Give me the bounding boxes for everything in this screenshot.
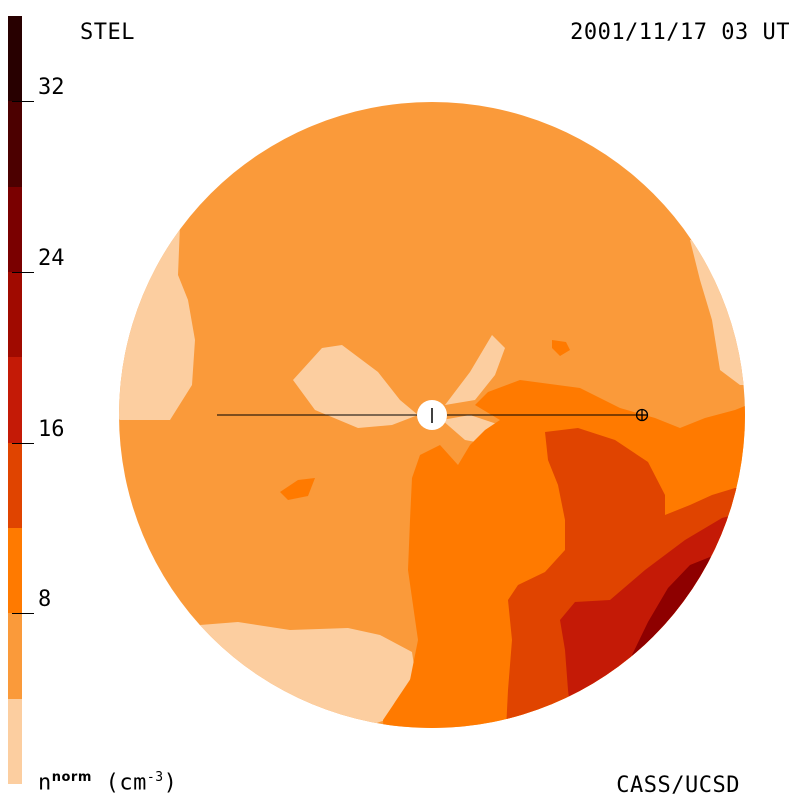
quantity-unit-exponent: -3 [146, 770, 164, 785]
quantity-label: nnorm (cm-3) [38, 770, 177, 795]
quantity-superscript: norm [51, 770, 92, 785]
color-scale-tick [12, 613, 34, 615]
low-density-region-bottom-left [170, 622, 415, 728]
credit-label: CASS/UCSD [616, 773, 740, 798]
enhanced-density-blob-north [552, 340, 570, 356]
color-scale-segment [8, 357, 22, 443]
low-density-region-upper-left [119, 180, 195, 420]
color-scale-tick-label: 24 [38, 246, 65, 271]
low-density-lobe-center-right [445, 335, 505, 405]
color-scale-tick [12, 272, 34, 273]
color-scale-tick-label: 16 [38, 416, 65, 442]
color-scale-tick [12, 101, 34, 103]
earth-icon [635, 408, 649, 422]
color-scale-segment [8, 16, 22, 102]
color-scale-segment [8, 101, 22, 187]
color-scale-bar: 32 24 16 8 [8, 16, 65, 784]
enhanced-density-blob-west [280, 478, 315, 500]
color-scale-tick-label: 32 [38, 75, 65, 101]
quantity-unit: (cm [105, 770, 147, 796]
color-scale-segment [8, 613, 22, 699]
color-scale-tick [12, 442, 34, 444]
color-scale-segment [8, 186, 22, 272]
color-scale-segment [8, 272, 22, 358]
low-density-lobe-center-left [293, 345, 418, 428]
color-scale-tick-label: 8 [38, 587, 52, 613]
timestamp-label: 2001/11/17 03 UT [570, 20, 790, 45]
color-scale-segment [8, 442, 22, 528]
color-scale-segment [8, 698, 22, 784]
quantity-symbol: n [38, 770, 52, 796]
color-scale-segment [8, 528, 22, 614]
instrument-label: STEL [80, 20, 135, 45]
quantity-unit-close: ) [163, 770, 178, 796]
